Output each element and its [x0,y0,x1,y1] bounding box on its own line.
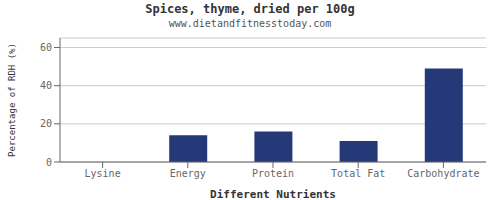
svg-text:Carbohydrate: Carbohydrate [407,168,479,179]
html-text:www.dietandfitnesstoday.com: www.dietandfitnesstoday.com [168,18,332,29]
svg-text:Protein: Protein [252,168,294,179]
svg-text:Total Fat: Total Fat [331,168,385,179]
svg-text:Energy: Energy [170,168,206,179]
svg-text:40: 40 [40,80,52,91]
html-text:Spices, thyme, dried per 100g: Spices, thyme, dried per 100g [145,2,355,16]
svg-text:20: 20 [40,118,52,129]
svg-text:0: 0 [46,157,52,168]
svg-text:60: 60 [40,42,52,53]
svg-text:Lysine: Lysine [85,168,121,179]
svg-text:Percentage of RDH (%): Percentage of RDH (%) [8,43,17,157]
svg-text:Different Nutrients: Different Nutrients [210,188,336,200]
